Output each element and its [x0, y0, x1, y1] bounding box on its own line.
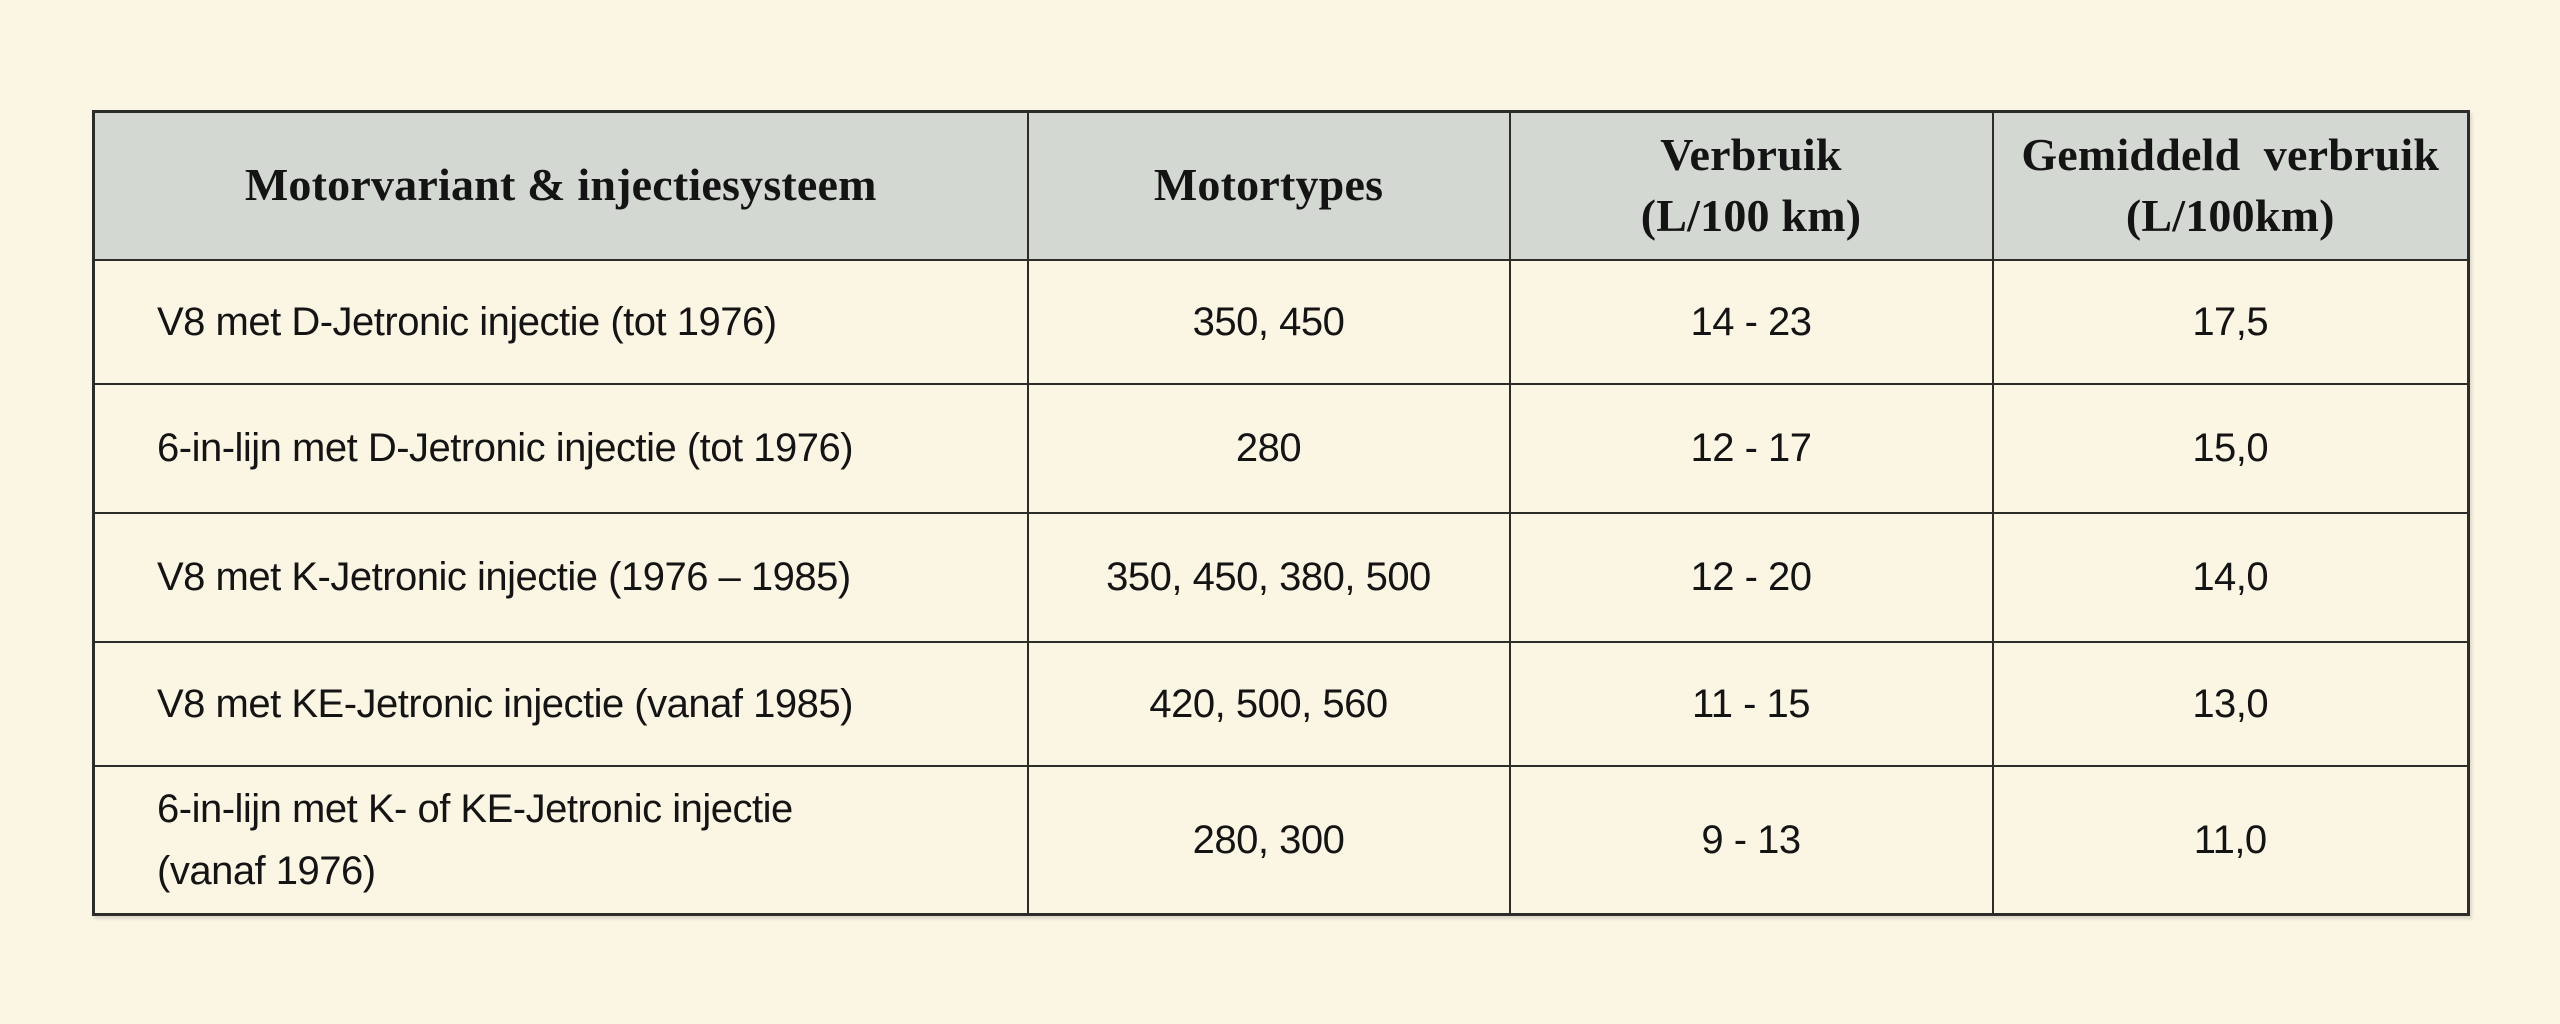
column-header-verbruik: Verbruik (L/100 km) [1508, 110, 1994, 261]
table-body: V8 met D-Jetronic injectie (tot 1976) 35… [92, 258, 2470, 916]
header-row: Motorvariant & injectiesysteem Motortype… [92, 110, 2470, 261]
cell-gemiddeld-verbruik: 13,0 [1991, 640, 2470, 767]
table-header: Motorvariant & injectiesysteem Motortype… [92, 110, 2470, 261]
cell-gemiddeld-verbruik: 17,5 [1991, 258, 2470, 385]
cell-gemiddeld-verbruik: 15,0 [1991, 382, 2470, 514]
cell-motortypes: 350, 450 [1026, 258, 1511, 385]
column-header-gemiddeld-verbruik: Gemiddeld verbruik (L/100km) [1991, 110, 2470, 261]
cell-motortypes: 280, 300 [1026, 764, 1511, 916]
column-header-motorvariant: Motorvariant & injectiesysteem [92, 110, 1029, 261]
table-row: V8 met K-Jetronic injectie (1976 – 1985)… [92, 511, 2470, 643]
cell-verbruik: 14 - 23 [1508, 258, 1994, 385]
cell-motorvariant: 6-in-lijn met D-Jetronic injectie (tot 1… [92, 382, 1029, 514]
cell-motortypes: 350, 450, 380, 500 [1026, 511, 1511, 643]
table-row: 6-in-lijn met K- of KE-Jetronic injectie… [92, 764, 2470, 916]
cell-motorvariant: V8 met K-Jetronic injectie (1976 – 1985) [92, 511, 1029, 643]
table-row: 6-in-lijn met D-Jetronic injectie (tot 1… [92, 382, 2470, 514]
cell-verbruik: 11 - 15 [1508, 640, 1994, 767]
table-row: V8 met D-Jetronic injectie (tot 1976) 35… [92, 258, 2470, 385]
cell-motortypes: 420, 500, 560 [1026, 640, 1511, 767]
column-header-motortypes: Motortypes [1026, 110, 1511, 261]
cell-verbruik: 12 - 17 [1508, 382, 1994, 514]
fuel-consumption-table: Motorvariant & injectiesysteem Motortype… [92, 110, 2470, 916]
table-row: V8 met KE-Jetronic injectie (vanaf 1985)… [92, 640, 2470, 767]
cell-verbruik: 12 - 20 [1508, 511, 1994, 643]
cell-motortypes: 280 [1026, 382, 1511, 514]
cell-motorvariant: V8 met KE-Jetronic injectie (vanaf 1985) [92, 640, 1029, 767]
cell-verbruik: 9 - 13 [1508, 764, 1994, 916]
cell-gemiddeld-verbruik: 11,0 [1991, 764, 2470, 916]
cell-motorvariant: V8 met D-Jetronic injectie (tot 1976) [92, 258, 1029, 385]
cell-gemiddeld-verbruik: 14,0 [1991, 511, 2470, 643]
cell-motorvariant: 6-in-lijn met K- of KE-Jetronic injectie… [92, 764, 1029, 916]
